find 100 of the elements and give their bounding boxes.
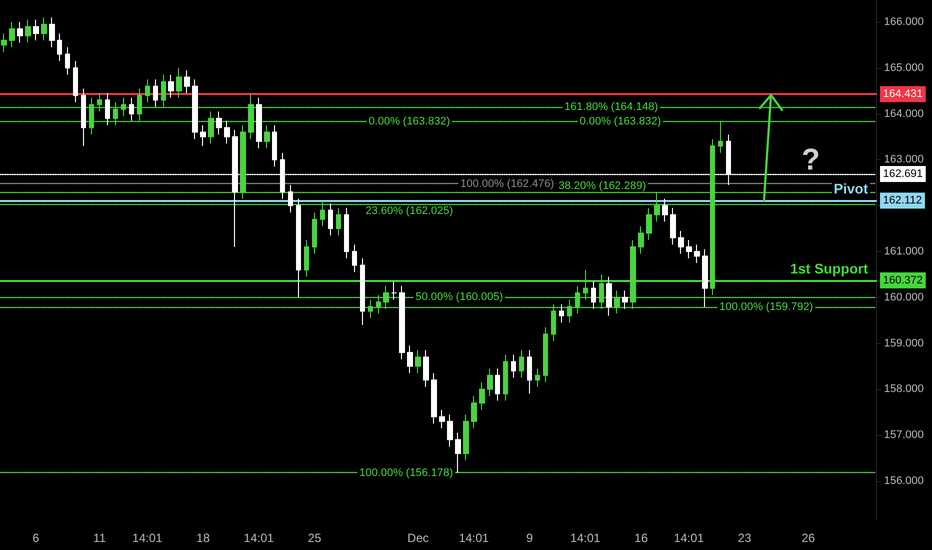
annotation: 100.00% (156.178) — [359, 466, 453, 479]
candlestick — [336, 207, 341, 236]
candlestick — [65, 46, 70, 76]
ref-line-label: 164.431 — [883, 88, 923, 100]
candlestick — [129, 97, 134, 122]
ref-line-label: 162.112 — [883, 194, 922, 207]
candlestick — [511, 354, 516, 378]
annotation: 161.80% (164.148) — [564, 101, 658, 114]
candlestick — [686, 240, 692, 259]
x-tick-label: 23 — [738, 531, 752, 545]
candlestick — [702, 248, 708, 308]
x-tick-label: 14:01 — [244, 531, 274, 545]
x-tick-label: 6 — [32, 531, 40, 545]
x-tick-label: Dec — [407, 531, 429, 545]
candlestick — [352, 244, 357, 273]
candlestick — [153, 78, 158, 108]
candlestick — [455, 432, 461, 474]
candlestick — [328, 202, 333, 236]
candlestick — [471, 396, 477, 429]
annotation: Pivot — [834, 180, 868, 196]
candlestick — [73, 60, 78, 103]
candlestick — [17, 22, 23, 44]
x-tick-label: 26 — [802, 531, 816, 545]
candlestick — [535, 368, 540, 388]
candlestick — [288, 184, 293, 213]
candlestick — [9, 22, 15, 48]
candlestick — [272, 124, 277, 168]
candlestick — [431, 372, 437, 424]
candlestick — [519, 350, 524, 378]
x-tick-label: 18 — [196, 531, 210, 545]
candlestick — [391, 280, 397, 300]
candlestick — [57, 33, 62, 62]
candlestick — [192, 78, 198, 140]
annotation: 50.00% (160.005) — [416, 291, 503, 304]
candlestick — [487, 368, 493, 397]
candlestick — [415, 350, 421, 374]
y-tick-label: 160.000 — [884, 291, 924, 304]
candlestick — [543, 326, 548, 383]
ref-line-label: 160.372 — [883, 274, 923, 286]
candlestick — [200, 124, 206, 146]
candlestick — [256, 97, 262, 149]
candlestick — [33, 19, 39, 41]
annotation: 23.60% (162.025) — [366, 204, 453, 217]
x-tick-label: 16 — [634, 531, 648, 545]
candlestick — [694, 244, 700, 264]
candlestick — [105, 92, 110, 126]
candlestick — [463, 414, 469, 461]
y-tick-label: 157.000 — [884, 429, 924, 442]
candlestick — [312, 212, 317, 254]
candlestick — [678, 230, 684, 254]
candlestick — [145, 78, 150, 103]
candlestick — [168, 74, 174, 98]
candlestick — [296, 198, 301, 298]
candlestick — [49, 16, 55, 48]
candlestick — [304, 240, 309, 278]
candlestick — [25, 19, 31, 44]
candlestick — [41, 16, 47, 41]
candlestick — [527, 350, 532, 394]
candlestick — [591, 280, 596, 310]
candlestick — [1, 33, 7, 52]
candlestick — [638, 226, 644, 254]
y-tick-label: 159.000 — [884, 337, 924, 350]
annotation: ? — [802, 144, 820, 176]
candlestick — [360, 258, 365, 326]
x-tick-label: 11 — [93, 531, 106, 545]
candlestick — [184, 70, 190, 94]
annotation: 0.00% (163.832) — [368, 116, 450, 128]
candlestick — [670, 207, 676, 246]
candlestick — [495, 368, 500, 402]
candlestick — [216, 111, 222, 135]
y-tick-label: 164.000 — [884, 108, 924, 120]
x-tick-label: 14:01 — [132, 531, 163, 545]
candlestick — [646, 207, 652, 241]
candlestick — [423, 350, 429, 388]
annotation: 100.00% (162.476) — [460, 178, 554, 190]
candlestick — [662, 198, 668, 222]
candlestick — [503, 354, 508, 402]
y-tick-label: 165.000 — [884, 62, 924, 74]
candlestick — [176, 67, 182, 98]
x-tick-label: 14:01 — [570, 531, 601, 545]
x-tick-label: 25 — [308, 531, 322, 545]
x-tick-label: 9 — [526, 531, 534, 545]
y-tick-label: 163.000 — [884, 154, 924, 166]
y-tick-label: 161.000 — [884, 246, 924, 258]
y-tick-label: 156.000 — [884, 474, 924, 487]
candlestick — [606, 276, 612, 316]
x-tick-label: 14:01 — [674, 531, 704, 545]
candlestick — [447, 414, 453, 448]
candlestick — [81, 88, 86, 146]
ref-line-label: 162.691 — [883, 168, 923, 180]
annotation: 38.20% (162.289) — [558, 180, 646, 192]
candlestick — [399, 285, 405, 360]
candlestick — [407, 345, 413, 374]
y-tick-label: 158.000 — [884, 383, 924, 396]
candlestick — [224, 120, 230, 144]
candlestick — [559, 304, 564, 324]
candlestick — [264, 124, 270, 149]
annotation: 1st Support — [790, 260, 868, 276]
annotation: 0.00% (163.832) — [580, 116, 661, 128]
candlestick — [439, 409, 445, 429]
